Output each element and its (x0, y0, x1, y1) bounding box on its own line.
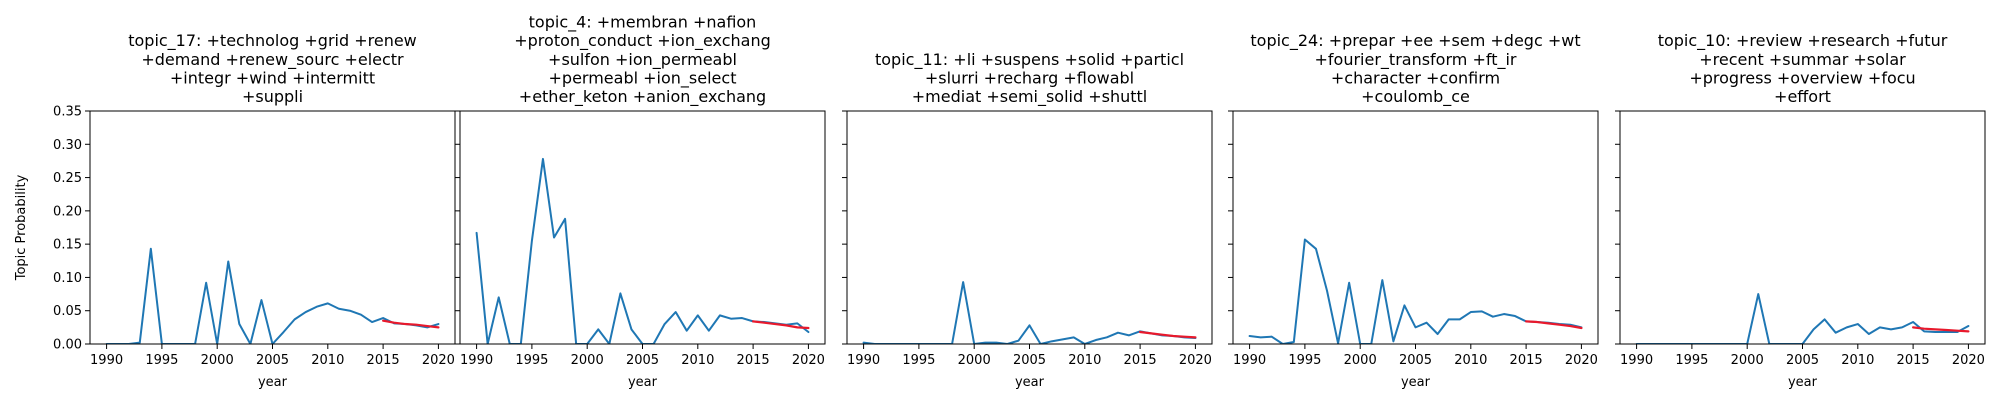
x-tick-label: 2015 (367, 353, 400, 368)
chart-title-line: +sulfon +ion_permeabl (548, 50, 737, 70)
x-tick-label: 2005 (1013, 353, 1046, 368)
y-axis-label: Topic Probability (14, 174, 29, 281)
x-tick-label: 1995 (1288, 353, 1321, 368)
chart-panel-5: topic_10: +review +research +futur+recen… (1615, 31, 1986, 390)
chart-title-line: topic_17: +technolog +grid +renew (128, 31, 417, 51)
x-axis-label: year (1015, 375, 1045, 390)
series-line-2 (1912, 326, 1970, 333)
x-tick-label: 2010 (681, 353, 714, 368)
x-tick-label: 2005 (256, 353, 289, 368)
x-tick-label: 1990 (90, 353, 123, 368)
x-tick-label: 2005 (1399, 353, 1432, 368)
x-tick-label: 2010 (311, 353, 344, 368)
x-tick-label: 2000 (1731, 353, 1764, 368)
x-tick-label: 2000 (571, 353, 604, 368)
chart-title-line: topic_10: +review +research +futur (1658, 31, 1948, 51)
chart-title-line: +mediat +semi_solid +shuttl (912, 87, 1148, 107)
x-tick-label: 2000 (201, 353, 234, 368)
chart-title-line: topic_24: +prepar +ee +sem +degc +wt (1250, 31, 1580, 51)
x-tick-label: 2000 (1344, 353, 1377, 368)
plot-frame (459, 110, 826, 345)
y-tick-label: 0.00 (53, 338, 82, 353)
x-tick-label: 2010 (1454, 353, 1487, 368)
y-tick-label: 0.10 (53, 271, 82, 286)
chart-title-line: +effort (1774, 87, 1831, 106)
series-line-2 (1525, 320, 1583, 330)
x-tick-label: 2005 (626, 353, 659, 368)
chart-title-line: +progress +overview +focu (1689, 68, 1915, 87)
series-line-1 (475, 157, 810, 344)
chart-panel-3: topic_11: +li +suspens +solid +particl+s… (842, 50, 1213, 390)
y-tick-label: 0.15 (53, 238, 82, 253)
x-axis-label: year (1788, 375, 1818, 390)
chart-title-line: +integr +wind +intermitt (170, 68, 375, 87)
plot-frame (89, 110, 456, 345)
x-tick-label: 1995 (145, 353, 178, 368)
series-line-1 (862, 281, 1197, 344)
chart-panel-4: topic_24: +prepar +ee +sem +degc +wt+fou… (1228, 31, 1599, 390)
plot-frame (1232, 110, 1599, 345)
x-tick-label: 2010 (1068, 353, 1101, 368)
y-tick-label: 0.20 (53, 204, 82, 219)
series-line-1 (105, 247, 440, 344)
chart-title-line: topic_11: +li +suspens +solid +particl (875, 50, 1184, 70)
y-tick-label: 0.05 (53, 304, 82, 319)
x-tick-label: 2015 (737, 353, 770, 368)
x-tick-label: 2020 (422, 353, 455, 368)
chart-title-line: +demand +renew_sourc +electr (141, 50, 404, 70)
y-tick-label: 0.25 (53, 171, 82, 186)
x-tick-label: 1995 (902, 353, 935, 368)
x-tick-label: 2020 (1952, 353, 1985, 368)
x-axis-label: year (258, 375, 288, 390)
chart-title-line: +permeabl +ion_select (549, 68, 737, 88)
x-tick-label: 1990 (1620, 353, 1653, 368)
y-tick-label: 0.30 (53, 138, 82, 153)
series-line-2 (382, 319, 440, 329)
x-tick-label: 2005 (1786, 353, 1819, 368)
plot-frame (846, 110, 1213, 345)
x-tick-label: 2020 (1179, 353, 1212, 368)
series-line-2 (1139, 330, 1197, 339)
x-tick-label: 2015 (1897, 353, 1930, 368)
x-axis-label: year (628, 375, 658, 390)
y-tick-label: 0.35 (53, 105, 82, 120)
x-axis-label: year (1401, 375, 1431, 390)
x-tick-label: 1990 (460, 353, 493, 368)
x-tick-label: 1990 (1233, 353, 1266, 368)
plot-frame (1619, 110, 1986, 345)
chart-panel-1: topic_17: +technolog +grid +renew+demand… (14, 31, 456, 390)
x-tick-label: 1990 (847, 353, 880, 368)
chart-panel-2: topic_4: +membran +nafion+proton_conduct… (455, 13, 826, 390)
x-tick-label: 2000 (958, 353, 991, 368)
chart-title-line: +recent +summar +solar (1699, 50, 1906, 69)
x-tick-label: 2020 (1565, 353, 1598, 368)
chart-title-line: +character +confirm (1331, 68, 1500, 87)
series-line-1 (1248, 238, 1583, 344)
x-tick-label: 2020 (792, 353, 825, 368)
chart-title-line: +fourier_transform +ft_ir (1315, 50, 1517, 70)
chart-title-line: topic_4: +membran +nafion (529, 13, 757, 33)
x-tick-label: 2015 (1124, 353, 1157, 368)
x-tick-label: 1995 (515, 353, 548, 368)
chart-title-line: +slurri +recharg +flowabl (925, 68, 1134, 87)
series-line-1 (1635, 293, 1970, 344)
series-line-2 (752, 320, 810, 330)
x-tick-label: 2015 (1510, 353, 1543, 368)
x-tick-label: 2010 (1841, 353, 1874, 368)
x-tick-label: 1995 (1675, 353, 1708, 368)
chart-title-line: +coulomb_ce (1361, 87, 1470, 107)
chart-title-line: +ether_keton +anion_exchang (519, 87, 766, 107)
chart-title-line: +proton_conduct +ion_exchang (514, 31, 771, 51)
chart-title-line: +suppli (242, 87, 303, 106)
